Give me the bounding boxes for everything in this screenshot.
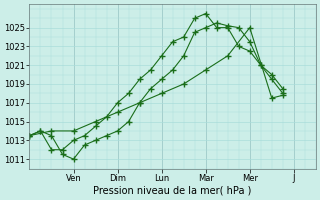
X-axis label: Pression niveau de la mer( hPa ): Pression niveau de la mer( hPa ) [93, 186, 252, 196]
